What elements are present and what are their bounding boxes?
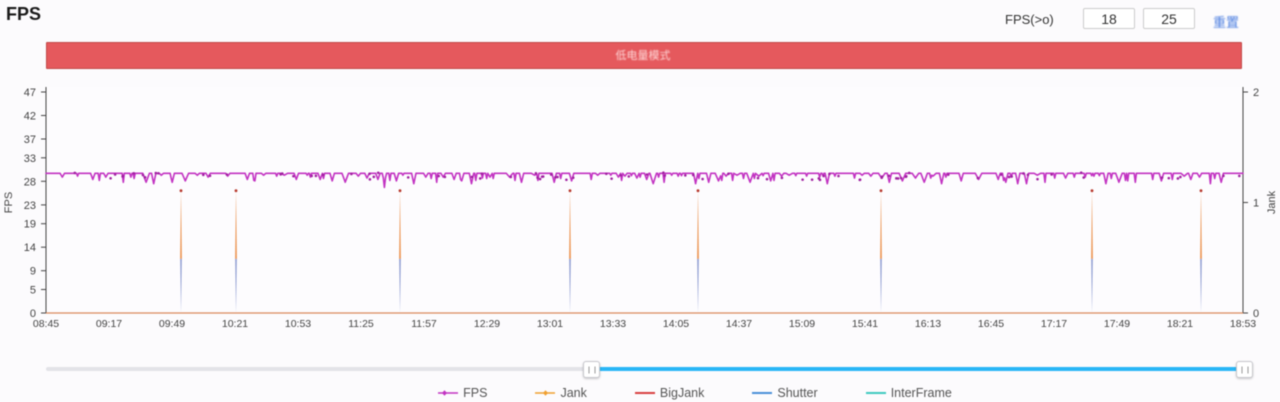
svg-text:10:53: 10:53 bbox=[285, 318, 311, 330]
svg-text:16:45: 16:45 bbox=[978, 318, 1004, 330]
svg-text:16:13: 16:13 bbox=[915, 318, 941, 330]
svg-text:09:17: 09:17 bbox=[96, 318, 122, 330]
svg-text:1: 1 bbox=[1253, 198, 1259, 210]
svg-text:10:21: 10:21 bbox=[222, 318, 248, 330]
svg-text:14:05: 14:05 bbox=[663, 318, 689, 330]
svg-text:23: 23 bbox=[24, 200, 36, 212]
svg-text:15:09: 15:09 bbox=[789, 318, 815, 330]
svg-text:17:17: 17:17 bbox=[1041, 318, 1067, 330]
svg-text:09:49: 09:49 bbox=[159, 318, 185, 330]
svg-text:33: 33 bbox=[24, 153, 36, 165]
svg-text:11:25: 11:25 bbox=[348, 318, 374, 330]
svg-text:15:41: 15:41 bbox=[852, 318, 878, 330]
svg-text:13:01: 13:01 bbox=[537, 318, 563, 330]
svg-text:17:49: 17:49 bbox=[1104, 318, 1130, 330]
svg-text:13:33: 13:33 bbox=[600, 318, 626, 330]
svg-text:2: 2 bbox=[1253, 87, 1259, 99]
svg-text:5: 5 bbox=[30, 285, 36, 297]
svg-text:18:53: 18:53 bbox=[1230, 318, 1256, 330]
svg-text:14:37: 14:37 bbox=[726, 318, 752, 330]
svg-text:Jank: Jank bbox=[1266, 190, 1278, 214]
svg-text:47: 47 bbox=[24, 87, 36, 99]
svg-text:11:57: 11:57 bbox=[411, 318, 437, 330]
svg-text:28: 28 bbox=[24, 176, 36, 188]
svg-text:08:45: 08:45 bbox=[33, 318, 59, 330]
svg-text:42: 42 bbox=[24, 111, 36, 123]
svg-text:9: 9 bbox=[30, 266, 36, 278]
svg-text:14: 14 bbox=[24, 242, 36, 254]
svg-text:FPS: FPS bbox=[3, 192, 15, 213]
svg-text:12:29: 12:29 bbox=[474, 318, 500, 330]
svg-text:19: 19 bbox=[24, 219, 36, 231]
svg-text:37: 37 bbox=[24, 134, 36, 146]
svg-text:18:21: 18:21 bbox=[1167, 318, 1193, 330]
